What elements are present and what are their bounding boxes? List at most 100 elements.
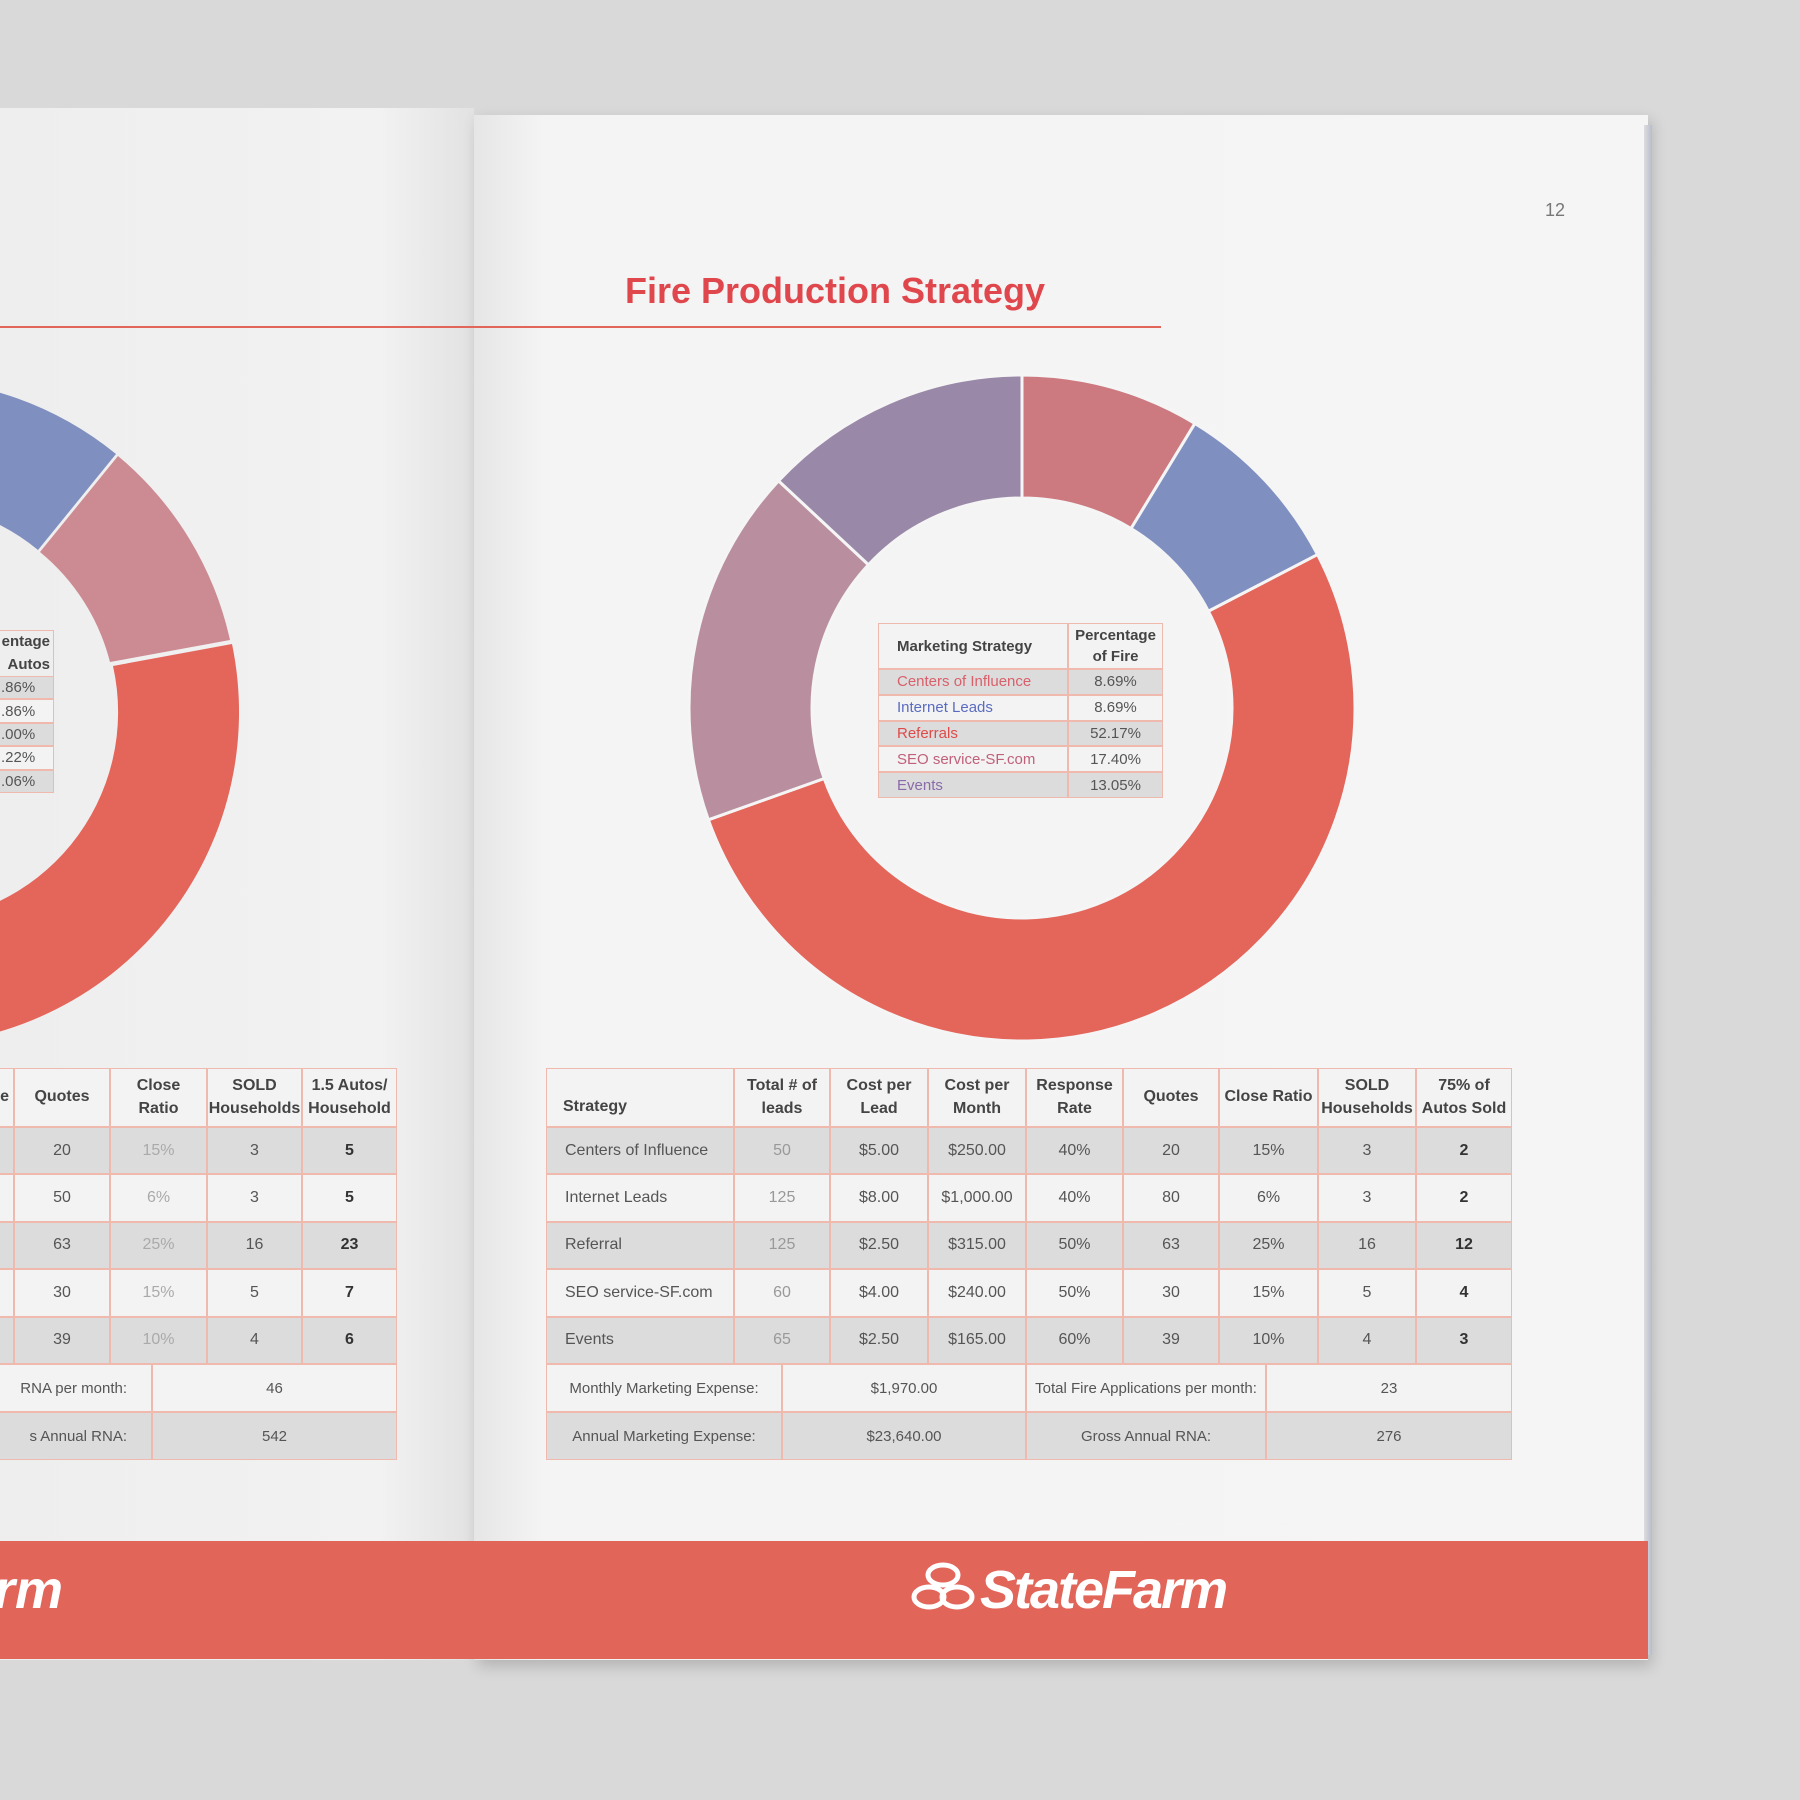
left-table-cell: 63 [14, 1221, 110, 1270]
left-summary-cell: RNA per month: [0, 1364, 152, 1412]
left-table-header: Close Ratio [110, 1068, 207, 1127]
legend-header: Percentage of Fire [1068, 623, 1163, 669]
donut-slice [776, 373, 1024, 567]
table-cell: 80 [1123, 1174, 1219, 1222]
legend-value: 8.69% [1068, 694, 1163, 721]
page-edge [1644, 125, 1652, 1655]
left-table-cell: 5 [302, 1174, 397, 1222]
left-table-cell: 15% [110, 1269, 207, 1317]
table-header: Cost per Lead [830, 1068, 928, 1127]
table-cell: $240.00 [928, 1269, 1026, 1317]
legend-value: 8.69% [1068, 669, 1163, 695]
left-table-cell: 20 [14, 1127, 110, 1175]
table-cell: 40% [1026, 1127, 1123, 1175]
table-header: Cost per Month [928, 1068, 1026, 1127]
table-cell: 2 [1416, 1174, 1512, 1222]
left-table-header: Quotes [14, 1068, 110, 1127]
summary-cell: $1,970.00 [782, 1364, 1026, 1412]
left-legend-value: .86% [0, 676, 54, 700]
left-table-cell [0, 1174, 14, 1222]
left-legend-value: .00% [0, 722, 54, 747]
left-table-cell: 23 [302, 1221, 397, 1270]
left-donut [0, 392, 239, 1032]
logo-fragment: rm [0, 1560, 63, 1620]
left-table-cell: 5 [207, 1269, 302, 1317]
summary-cell: Total Fire Applications per month: [1026, 1364, 1266, 1412]
table-header: Strategy [546, 1068, 734, 1127]
left-table-cell [0, 1221, 14, 1270]
table-cell: 40% [1026, 1174, 1123, 1222]
table-cell: Referral [546, 1221, 734, 1270]
table-cell: 20 [1123, 1127, 1219, 1175]
summary-cell: 276 [1266, 1412, 1512, 1460]
table-header: Quotes [1123, 1068, 1219, 1127]
table-cell: 50 [734, 1127, 830, 1175]
table-header: Close Ratio [1219, 1068, 1318, 1127]
table-cell: 16 [1318, 1221, 1416, 1270]
table-cell: 15% [1219, 1269, 1318, 1317]
legend-label: Internet Leads [878, 694, 1068, 721]
table-cell: 50% [1026, 1269, 1123, 1317]
table-header: SOLD Households [1318, 1068, 1416, 1127]
table-cell: 4 [1416, 1269, 1512, 1317]
table-cell: 63 [1123, 1221, 1219, 1270]
left-table-cell: 30 [14, 1269, 110, 1317]
left-donut-arc [0, 392, 116, 550]
left-legend-header: entage [1, 633, 50, 650]
left-legend-value: .22% [0, 746, 54, 770]
footer-band-left [0, 1541, 474, 1659]
left-legend-header: Autos [7, 656, 51, 673]
table-header: Response Rate [1026, 1068, 1123, 1127]
left-table-header: 1.5 Autos/ Household [302, 1068, 397, 1127]
legend-header: Marketing Strategy [878, 623, 1068, 669]
left-table-cell: 3 [207, 1174, 302, 1222]
table-cell: $4.00 [830, 1269, 928, 1317]
table-cell: $2.50 [830, 1221, 928, 1270]
table-cell: 60 [734, 1269, 830, 1317]
summary-cell: Monthly Marketing Expense: [546, 1364, 782, 1412]
table-cell: 12 [1416, 1221, 1512, 1270]
table-cell: $2.50 [830, 1316, 928, 1364]
left-summary-cell: 542 [152, 1412, 397, 1460]
left-table-cell: 39 [14, 1316, 110, 1364]
legend-label: Centers of Influence [878, 669, 1068, 695]
left-table-cell: 15% [110, 1127, 207, 1175]
table-cell: 3 [1318, 1174, 1416, 1222]
left-table-cell [0, 1127, 14, 1175]
table-cell: 25% [1219, 1221, 1318, 1270]
summary-cell: 23 [1266, 1364, 1512, 1412]
table-cell: $8.00 [830, 1174, 928, 1222]
legend-label: SEO service-SF.com [878, 746, 1068, 773]
left-table-cell: 25% [110, 1221, 207, 1270]
donut-slice [706, 552, 1357, 1043]
legend-value: 13.05% [1068, 772, 1163, 798]
table-header: Total # of leads [734, 1068, 830, 1127]
left-table-header: e [0, 1068, 14, 1127]
table-cell: Internet Leads [546, 1174, 734, 1222]
table-cell: 10% [1219, 1316, 1318, 1364]
left-table-cell: 6 [302, 1316, 397, 1364]
left-legend-value: .06% [0, 769, 54, 793]
table-cell: SEO service-SF.com [546, 1269, 734, 1317]
table-cell: Events [546, 1316, 734, 1364]
left-table-cell [0, 1316, 14, 1364]
legend-value: 17.40% [1068, 746, 1163, 773]
left-summary-cell: 46 [152, 1364, 397, 1412]
left-legend-value: .86% [0, 699, 54, 723]
table-cell: 65 [734, 1316, 830, 1364]
legend-label: Referrals [878, 720, 1068, 747]
summary-cell: Gross Annual RNA: [1026, 1412, 1266, 1460]
table-cell: 125 [734, 1221, 830, 1270]
table-cell: 39 [1123, 1316, 1219, 1364]
left-table-cell: 5 [302, 1127, 397, 1175]
table-cell: 3 [1318, 1127, 1416, 1175]
table-cell: 3 [1416, 1316, 1512, 1364]
summary-cell: Annual Marketing Expense: [546, 1412, 782, 1460]
left-table-cell: 50 [14, 1174, 110, 1222]
legend-value: 52.17% [1068, 720, 1163, 747]
title-rule [0, 326, 1161, 328]
table-cell: Centers of Influence [546, 1127, 734, 1175]
table-cell: 125 [734, 1174, 830, 1222]
left-summary-cell: s Annual RNA: [0, 1412, 152, 1460]
